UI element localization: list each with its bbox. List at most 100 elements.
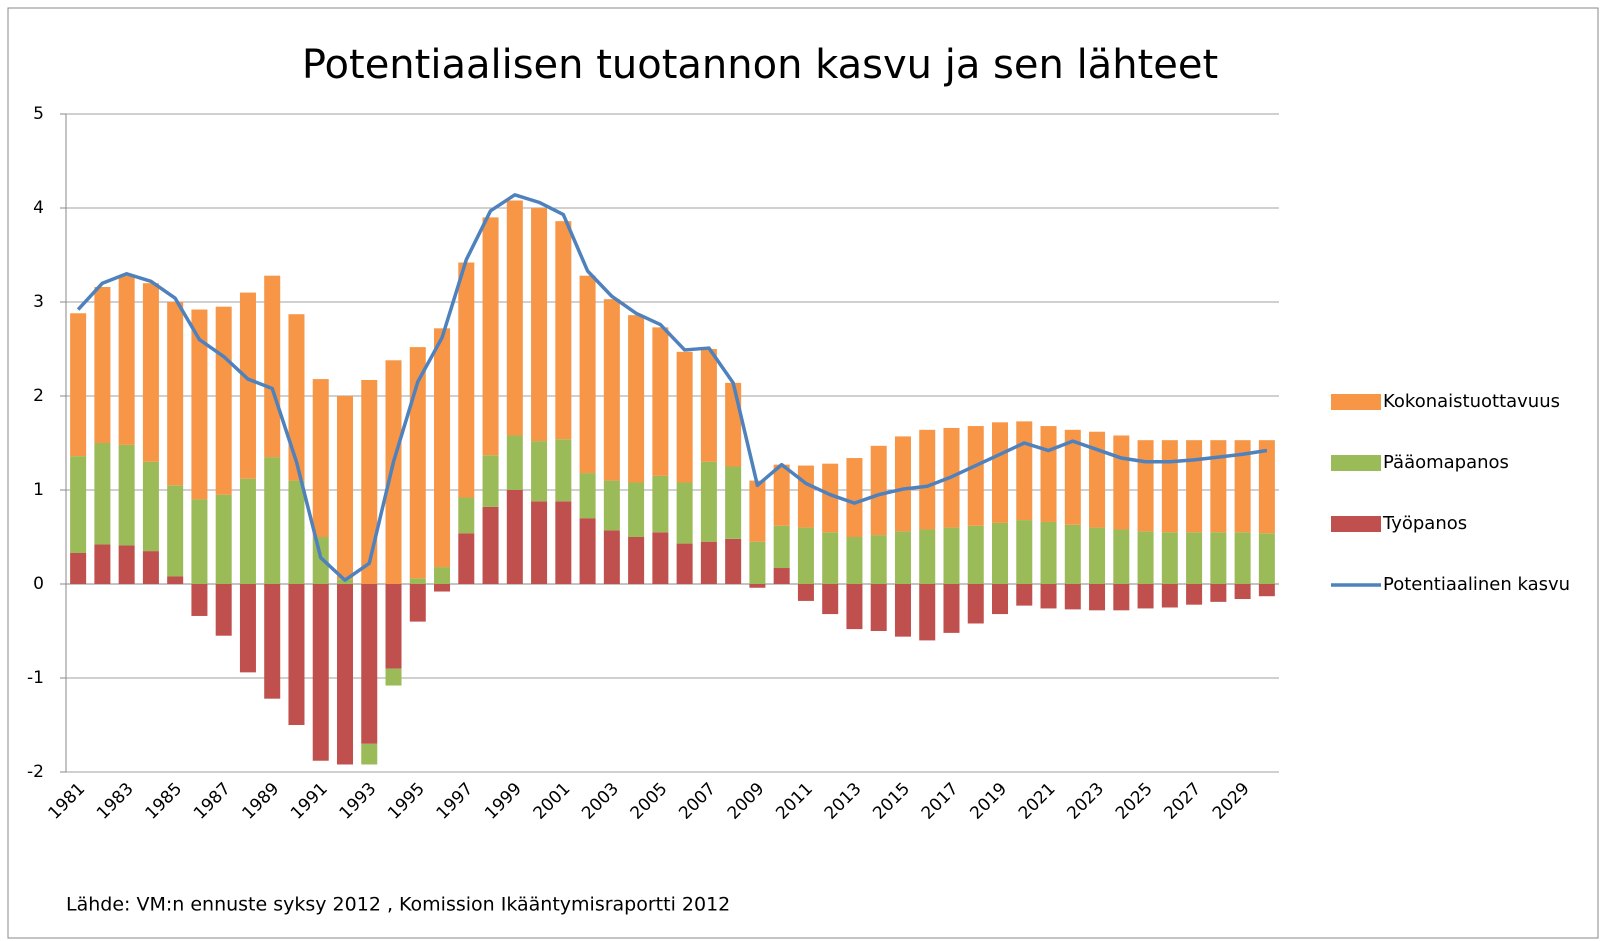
bar [482, 455, 499, 507]
bar [239, 292, 256, 479]
bar [264, 457, 281, 584]
bar [822, 584, 839, 615]
bar [628, 315, 645, 483]
bar [1089, 431, 1106, 528]
bar [943, 527, 960, 584]
bar [555, 501, 572, 584]
bar [288, 314, 305, 481]
bar [531, 441, 548, 502]
bar [603, 530, 620, 584]
bar [118, 275, 135, 445]
bar [1161, 532, 1178, 584]
bar [215, 306, 232, 495]
bar [1234, 440, 1251, 533]
bar [1016, 421, 1033, 521]
bar [1210, 584, 1227, 602]
y-tick-label: 3 [33, 292, 44, 312]
bar [361, 584, 378, 744]
bar [385, 668, 402, 686]
bar [94, 443, 111, 545]
bar [676, 482, 693, 544]
bar [1234, 584, 1251, 600]
bar [773, 525, 790, 569]
bar [434, 584, 451, 592]
bar [361, 743, 378, 765]
y-tick-label: 2 [33, 386, 44, 406]
bar [773, 568, 790, 584]
bar [239, 584, 256, 673]
bar [336, 396, 353, 580]
legend-label: Potentiaalinen kasvu [1383, 574, 1570, 595]
bar [312, 537, 329, 584]
bar [409, 578, 426, 584]
y-tick-label: 1 [33, 480, 44, 500]
bar [239, 478, 256, 584]
bar [70, 456, 87, 553]
bar [822, 463, 839, 533]
bar [1186, 440, 1203, 533]
bar [458, 262, 475, 498]
bar [531, 208, 548, 442]
bar [1137, 531, 1154, 584]
bar [1258, 533, 1275, 584]
bar [579, 473, 596, 519]
bar [676, 543, 693, 584]
bar [1161, 440, 1178, 533]
bar [1016, 584, 1033, 606]
bar [167, 485, 184, 577]
bar [700, 541, 717, 584]
y-tick-label: 5 [33, 104, 44, 124]
bar [992, 522, 1009, 584]
bar [361, 380, 378, 584]
bar [967, 426, 984, 526]
bar [288, 480, 305, 584]
bar [1040, 584, 1057, 609]
bar [603, 480, 620, 531]
bar [94, 544, 111, 584]
bar [288, 584, 305, 725]
bar [118, 545, 135, 584]
bar [118, 444, 135, 546]
bar [894, 436, 911, 532]
bar [725, 382, 742, 467]
bar [870, 445, 887, 536]
bar [652, 327, 669, 476]
bar [943, 584, 960, 633]
bar [1064, 584, 1081, 610]
bar [725, 538, 742, 584]
bar [1137, 584, 1154, 609]
legend-swatch [1331, 455, 1381, 471]
bar [506, 490, 523, 584]
y-tick-label: -2 [27, 762, 44, 782]
bar [919, 584, 936, 641]
bar [749, 584, 766, 588]
legend-swatch [1331, 394, 1381, 410]
bar [797, 527, 814, 584]
bar [1258, 440, 1275, 534]
bar [1113, 435, 1130, 530]
bar [676, 351, 693, 483]
bar [167, 576, 184, 584]
bar [191, 584, 208, 616]
bar [1040, 521, 1057, 584]
y-tick-label: 0 [33, 574, 44, 594]
bar [506, 435, 523, 490]
bar [700, 461, 717, 542]
bar [215, 494, 232, 584]
bar [652, 475, 669, 533]
bar [142, 283, 159, 462]
bar [870, 584, 887, 631]
bar [1186, 532, 1203, 584]
bar [531, 501, 548, 584]
bar [700, 349, 717, 462]
y-tick-label: -1 [27, 668, 44, 688]
bar [312, 584, 329, 761]
bar [992, 584, 1009, 615]
bar [1113, 584, 1130, 611]
bar [628, 482, 645, 537]
legend-label: Työpanos [1382, 513, 1467, 534]
bar [434, 328, 451, 568]
bar [749, 541, 766, 584]
bar [894, 531, 911, 584]
